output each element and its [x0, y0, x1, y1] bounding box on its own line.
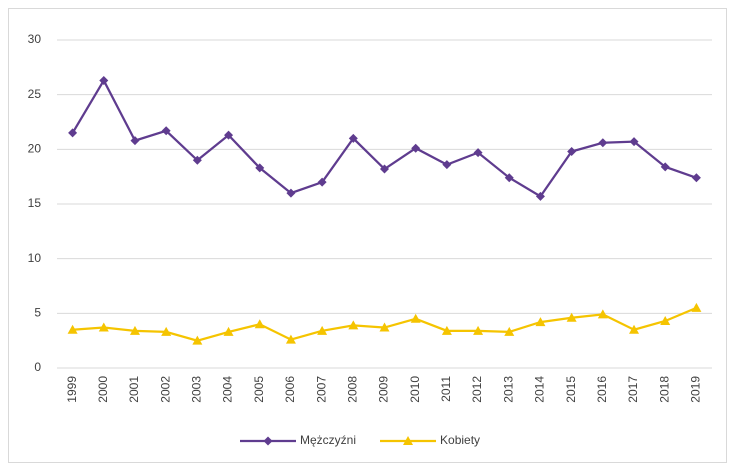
marker	[223, 326, 234, 336]
x-tick-label: 2000	[96, 376, 110, 403]
x-tick-label: 2003	[190, 376, 204, 403]
y-tick-label: 30	[28, 32, 42, 46]
marker	[629, 324, 640, 334]
marker	[441, 325, 452, 335]
x-tick-label: 2013	[501, 376, 515, 403]
marker	[285, 334, 296, 344]
marker	[161, 126, 171, 136]
marker	[317, 177, 327, 187]
legend-label: Kobiety	[440, 433, 480, 447]
marker	[629, 137, 639, 147]
x-tick-label: 2008	[345, 376, 359, 403]
marker	[254, 319, 265, 329]
x-tick-label: 2015	[564, 376, 578, 403]
marker	[567, 147, 577, 157]
marker	[411, 143, 421, 153]
marker	[286, 188, 296, 198]
marker	[129, 325, 140, 335]
marker	[192, 155, 202, 165]
x-tick-label: 2009	[377, 376, 391, 403]
marker	[263, 436, 273, 446]
marker	[504, 173, 514, 183]
marker	[473, 325, 484, 335]
marker	[504, 326, 515, 336]
marker	[597, 309, 608, 319]
x-tick-label: 2019	[689, 376, 703, 403]
marker	[473, 148, 483, 158]
x-tick-label: 2004	[221, 376, 235, 403]
marker	[442, 160, 452, 170]
x-tick-label: 2007	[314, 376, 328, 403]
x-tick-label: 2001	[127, 376, 141, 403]
marker	[68, 128, 78, 138]
y-tick-label: 20	[28, 142, 42, 156]
marker	[348, 133, 358, 143]
marker	[317, 325, 328, 335]
marker	[535, 317, 546, 327]
x-tick-label: 2017	[626, 376, 640, 403]
x-tick-label: 2006	[283, 376, 297, 403]
marker	[410, 313, 421, 323]
marker	[535, 191, 545, 201]
chart-frame	[8, 8, 727, 463]
x-tick-label: 2010	[408, 376, 422, 403]
x-tick-label: 2002	[158, 376, 172, 403]
marker	[566, 312, 577, 322]
y-tick-label: 15	[28, 196, 42, 210]
marker	[660, 162, 670, 172]
marker	[348, 320, 359, 330]
x-tick-label: 2011	[439, 376, 453, 402]
marker	[192, 335, 203, 345]
marker	[691, 302, 702, 312]
marker	[130, 136, 140, 146]
marker	[379, 322, 390, 332]
y-tick-label: 10	[28, 251, 42, 265]
y-tick-label: 25	[28, 87, 42, 101]
marker	[380, 164, 389, 174]
x-tick-label: 2014	[533, 376, 547, 403]
marker	[98, 322, 109, 332]
marker	[224, 130, 234, 140]
marker	[598, 138, 608, 148]
marker	[691, 173, 701, 183]
x-tick-label: 1999	[65, 376, 79, 403]
marker	[660, 315, 671, 325]
y-tick-label: 5	[34, 306, 41, 320]
legend-label: Mężczyźni	[300, 433, 356, 447]
x-tick-label: 2018	[657, 376, 671, 403]
marker	[403, 436, 414, 445]
marker	[67, 324, 78, 334]
marker	[255, 163, 265, 173]
marker	[161, 326, 172, 336]
x-tick-label: 2012	[470, 376, 484, 403]
x-tick-label: 2005	[252, 376, 266, 403]
y-tick-label: 0	[34, 360, 41, 374]
x-tick-label: 2016	[595, 376, 609, 403]
marker	[99, 75, 109, 85]
